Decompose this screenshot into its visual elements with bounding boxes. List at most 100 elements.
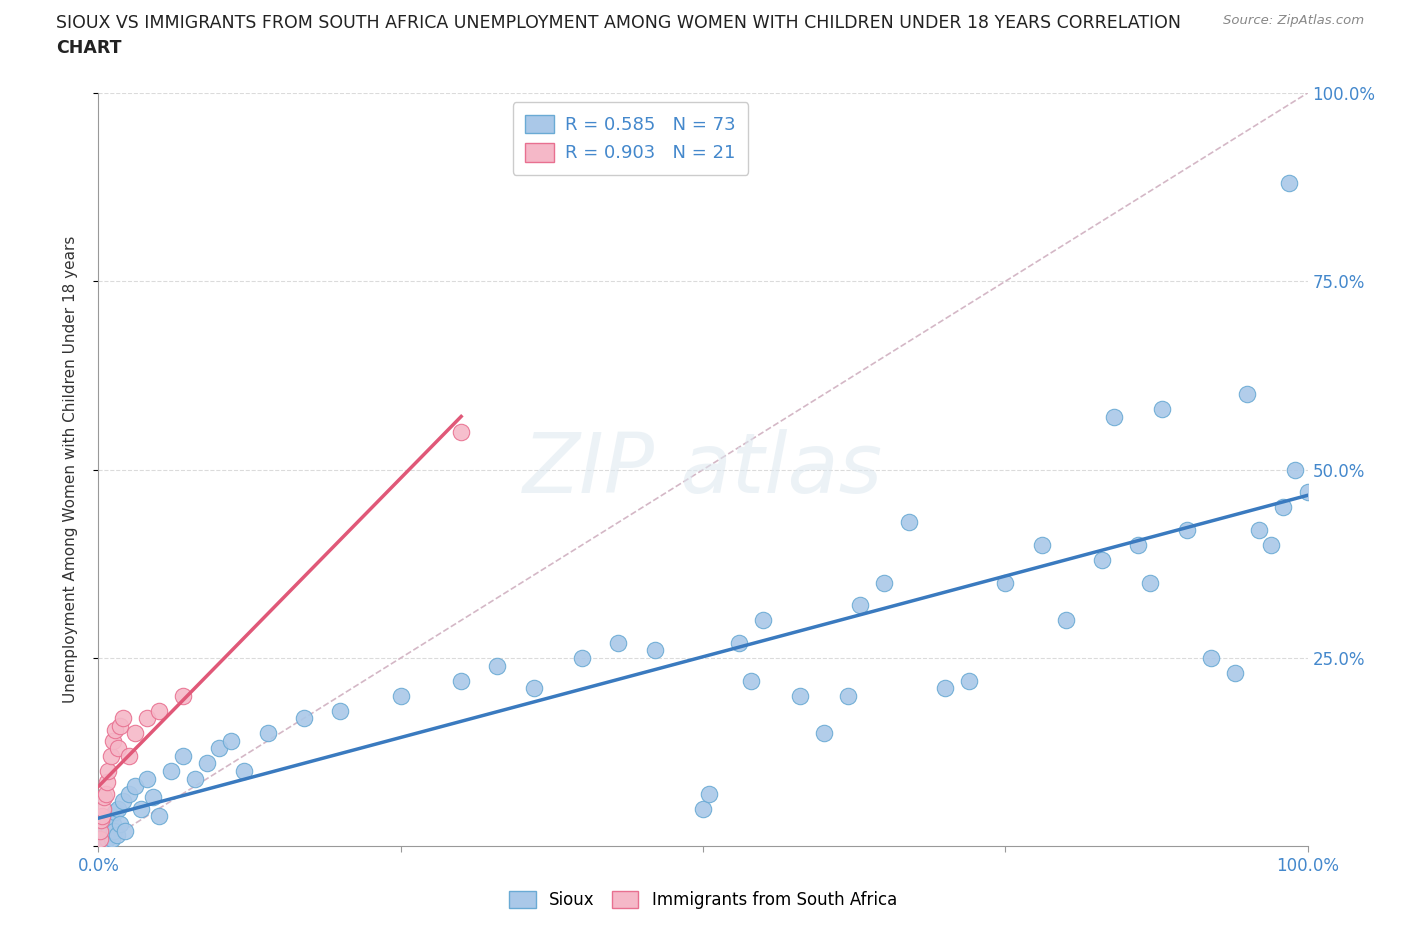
- Text: Source: ZipAtlas.com: Source: ZipAtlas.com: [1223, 14, 1364, 27]
- Point: [103, 824, 125, 839]
- Point: [1236, 387, 1258, 402]
- Point: [292, 711, 315, 725]
- Point: [849, 598, 872, 613]
- Point: [124, 778, 146, 793]
- Point: [607, 635, 630, 650]
- Point: [208, 741, 231, 756]
- Point: [89, 831, 111, 846]
- Point: [752, 613, 775, 628]
- Point: [107, 802, 129, 817]
- Point: [89, 831, 111, 846]
- Point: [1128, 538, 1150, 552]
- Point: [98, 824, 121, 839]
- Point: [148, 703, 170, 718]
- Point: [1199, 651, 1222, 666]
- Point: [1031, 538, 1053, 552]
- Point: [1091, 552, 1114, 567]
- Point: [195, 756, 218, 771]
- Point: [1054, 613, 1077, 628]
- Point: [837, 688, 859, 703]
- Point: [994, 575, 1017, 591]
- Point: [389, 688, 412, 703]
- Point: [118, 749, 141, 764]
- Point: [94, 786, 117, 801]
- Point: [135, 771, 157, 786]
- Point: [571, 651, 593, 666]
- Point: [93, 790, 115, 804]
- Point: [1284, 462, 1306, 477]
- Point: [1139, 575, 1161, 591]
- Point: [1296, 485, 1319, 499]
- Point: [934, 681, 956, 696]
- Point: [728, 635, 751, 650]
- Point: [90, 824, 112, 839]
- Text: ZIP atlas: ZIP atlas: [523, 429, 883, 511]
- Point: [114, 824, 136, 839]
- Point: [89, 824, 111, 839]
- Y-axis label: Unemployment Among Women with Children Under 18 years: Unemployment Among Women with Children U…: [63, 236, 77, 703]
- Point: [90, 813, 112, 828]
- Point: [97, 813, 120, 828]
- Point: [523, 681, 546, 696]
- Point: [160, 764, 183, 778]
- Point: [100, 831, 122, 846]
- Point: [118, 786, 141, 801]
- Point: [91, 828, 114, 843]
- Point: [1152, 402, 1174, 417]
- Point: [486, 658, 509, 673]
- Text: SIOUX VS IMMIGRANTS FROM SOUTH AFRICA UNEMPLOYMENT AMONG WOMEN WITH CHILDREN UND: SIOUX VS IMMIGRANTS FROM SOUTH AFRICA UN…: [56, 14, 1181, 32]
- Point: [232, 764, 254, 778]
- Point: [450, 424, 472, 440]
- Point: [111, 793, 134, 808]
- Point: [101, 817, 124, 831]
- Point: [104, 722, 127, 737]
- Point: [957, 673, 980, 688]
- Point: [789, 688, 811, 703]
- Point: [100, 749, 122, 764]
- Point: [172, 688, 194, 703]
- Point: [1278, 176, 1301, 191]
- Point: [104, 805, 127, 820]
- Point: [1175, 523, 1198, 538]
- Point: [148, 809, 170, 824]
- Point: [1272, 500, 1295, 515]
- Point: [692, 802, 714, 817]
- Point: [91, 817, 114, 831]
- Point: [1260, 538, 1282, 552]
- Point: [105, 828, 128, 843]
- Text: CHART: CHART: [56, 39, 122, 57]
- Point: [108, 817, 131, 831]
- Point: [135, 711, 157, 725]
- Point: [644, 643, 666, 658]
- Point: [740, 673, 762, 688]
- Point: [124, 726, 146, 741]
- Point: [111, 711, 134, 725]
- Point: [1223, 666, 1246, 681]
- Legend: Sioux, Immigrants from South Africa: Sioux, Immigrants from South Africa: [501, 883, 905, 917]
- Point: [813, 726, 835, 741]
- Legend: R = 0.585   N = 73, R = 0.903   N = 21: R = 0.585 N = 73, R = 0.903 N = 21: [513, 102, 748, 175]
- Point: [172, 749, 194, 764]
- Point: [91, 802, 114, 817]
- Point: [329, 703, 352, 718]
- Point: [93, 835, 115, 850]
- Point: [256, 726, 278, 741]
- Point: [897, 515, 920, 530]
- Point: [96, 831, 118, 846]
- Point: [184, 771, 207, 786]
- Point: [697, 786, 720, 801]
- Point: [129, 802, 152, 817]
- Point: [101, 734, 124, 749]
- Point: [108, 718, 131, 733]
- Point: [91, 809, 114, 824]
- Point: [100, 809, 122, 824]
- Point: [107, 741, 129, 756]
- Point: [873, 575, 896, 591]
- Point: [450, 673, 472, 688]
- Point: [142, 790, 165, 804]
- Point: [96, 775, 118, 790]
- Point: [1102, 409, 1125, 424]
- Point: [1249, 523, 1271, 538]
- Point: [97, 764, 120, 778]
- Point: [221, 734, 243, 749]
